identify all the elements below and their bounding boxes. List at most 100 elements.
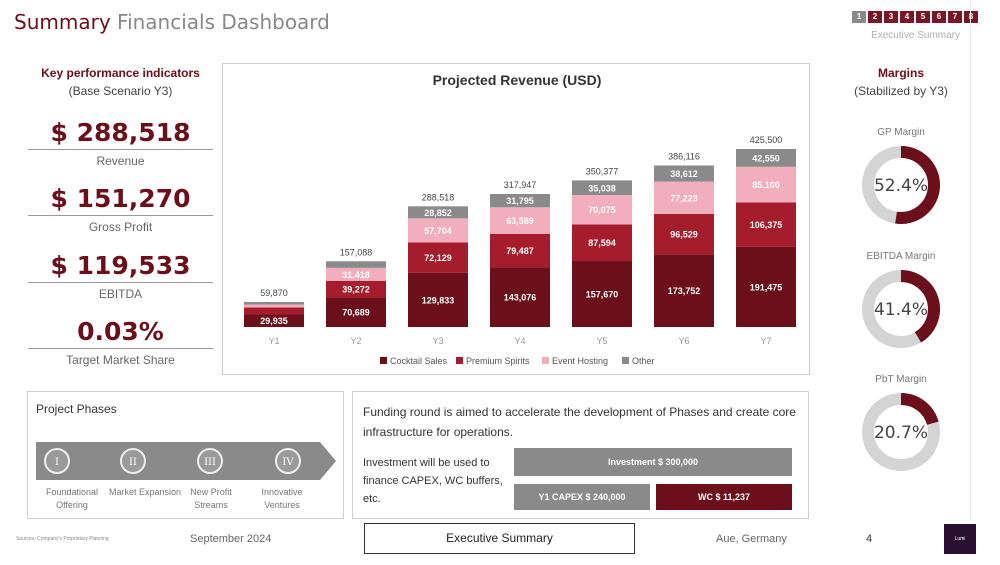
page-tab-3[interactable]: 3	[884, 11, 898, 23]
kpi-label: Target Market Share	[66, 353, 175, 367]
phase-circle	[197, 448, 223, 474]
bar-segment	[490, 233, 550, 268]
legend-swatch	[622, 357, 629, 364]
bar-data-label: 173,752	[668, 286, 701, 296]
margin-value: 41.4%	[874, 300, 928, 320]
phases-arrow-shape	[36, 442, 336, 480]
margins-title: Margins	[877, 66, 924, 80]
footer-section-button[interactable]: Executive Summary	[364, 523, 635, 554]
bar-segment	[654, 181, 714, 214]
bar-segment	[408, 242, 468, 273]
legend-swatch	[456, 357, 463, 364]
legend-label: Premium Spirits	[466, 356, 530, 366]
bar-data-label: 63,589	[506, 216, 534, 226]
bar-segment	[572, 261, 632, 327]
bar-segment	[244, 301, 304, 305]
bar-segment	[572, 224, 632, 262]
bar-segment	[326, 297, 386, 327]
bar-data-label: 87,594	[588, 238, 616, 248]
bar-data-label: 42,550	[752, 153, 780, 163]
x-tick-label: Y6	[678, 336, 689, 346]
bar-total-label: 157,088	[340, 247, 373, 257]
page-tab-2[interactable]: 2	[868, 11, 882, 23]
bar-segment	[736, 202, 796, 247]
donut-fill	[900, 270, 940, 343]
x-tick-label: Y1	[268, 336, 279, 346]
page-tab-4[interactable]: 4	[900, 11, 914, 23]
bar-segment	[736, 149, 796, 167]
bar-data-label: 70,689	[342, 308, 370, 318]
bar-data-label: 85,100	[752, 180, 780, 190]
legend-swatch	[542, 357, 549, 364]
phase-label: Foundational Offering	[45, 487, 99, 510]
chart-title: Projected Revenue (USD)	[433, 72, 602, 88]
bar-segment	[408, 218, 468, 243]
page-title-secondary: Financials Dashboard	[117, 10, 330, 34]
bar-segment	[326, 267, 386, 281]
margins-header: Margins (Stabilized by Y3)	[836, 66, 966, 98]
page-tab-5[interactable]: 5	[916, 11, 930, 23]
phase-label: Market Expansion	[108, 487, 182, 497]
bar-data-label: 35,038	[588, 183, 616, 193]
gp-margin-widget: GP Margin 52.4%	[836, 127, 966, 227]
x-tick-label: Y5	[596, 336, 607, 346]
bar-data-label: 31,418	[342, 270, 370, 280]
bar-data-label: 29,935	[260, 316, 288, 326]
page-tab-1[interactable]: 1	[852, 11, 866, 23]
phase-label: New Profit Streams	[190, 487, 232, 510]
wc-bar: WC $ 11,237	[656, 484, 792, 510]
bar-data-label: 77,223	[670, 193, 698, 203]
page-tab-7[interactable]: 7	[948, 11, 962, 23]
bar-data-label: 57,704	[424, 226, 452, 236]
bar-data-label: 38,612	[670, 169, 698, 179]
phase-numeral: IV	[282, 457, 294, 468]
bar-data-label: 39,272	[342, 285, 370, 295]
funding-text: Funding round is aimed to accelerate the…	[363, 405, 796, 439]
legend-label: Event Hosting	[552, 356, 608, 366]
bar-data-label: 28,852	[424, 208, 452, 218]
bar-data-label: 96,529	[670, 230, 698, 240]
bar-segment	[490, 207, 550, 234]
phase-numeral: I	[55, 457, 59, 468]
footer: Sources: Company's Proprietary Planning …	[0, 520, 1000, 565]
bar-segment	[408, 272, 468, 327]
x-tick-label: Y2	[350, 336, 361, 346]
x-tick-label: Y7	[760, 336, 771, 346]
bar-segment	[244, 304, 304, 308]
bar-segment	[572, 195, 632, 225]
bar-segment	[736, 166, 796, 203]
kpi-value: $ 288,518	[28, 116, 213, 150]
pbt-margin-donut: 20.7%	[862, 393, 940, 471]
margin-value: 52.4%	[874, 176, 928, 196]
bar-total-label: 288,518	[422, 192, 455, 202]
kpi-value: 0.03%	[28, 315, 213, 349]
kpi-label: Gross Profit	[88, 220, 153, 234]
bar-segment	[654, 254, 714, 327]
page-title-primary: Summary	[14, 10, 111, 34]
kpi-value: $ 151,270	[28, 182, 213, 216]
bar-data-label: 157,670	[586, 290, 619, 300]
kpi-label: Revenue	[96, 154, 145, 168]
x-tick-label: Y4	[514, 336, 525, 346]
company-logo: Lumi	[944, 524, 976, 554]
margin-value: 20.7%	[874, 423, 928, 443]
kpi-header: Key performance indicators (Base Scenari…	[28, 66, 213, 98]
funding-subtext: Investment will be used to finance CAPEX…	[363, 457, 503, 505]
funding-panel: Funding round is aimed to accelerate the…	[352, 391, 809, 519]
bar-data-label: 79,487	[506, 246, 534, 256]
bar-data-label: 31,795	[506, 196, 534, 206]
bar-segment	[736, 246, 796, 327]
page-navigator: 12345678	[852, 11, 978, 23]
kpi-subtitle: (Base Scenario Y3)	[68, 84, 173, 98]
footer-location: Aue, Germany	[716, 533, 787, 545]
bar-segment	[244, 307, 304, 315]
investment-bar: Investment $ 300,000	[514, 448, 792, 476]
bar-data-label: 129,833	[422, 295, 455, 305]
bar-segment	[490, 267, 550, 327]
capex-bar: Y1 CAPEX $ 240,000	[514, 484, 650, 510]
page-tab-6[interactable]: 6	[932, 11, 946, 23]
project-phases-panel: Project Phases I II III IV Foundational Off…	[27, 391, 344, 519]
kpi-gross-profit: $ 151,270 Gross Profit	[28, 182, 213, 234]
bar-segment	[572, 180, 632, 196]
page-tab-8[interactable]: 8	[964, 11, 978, 23]
